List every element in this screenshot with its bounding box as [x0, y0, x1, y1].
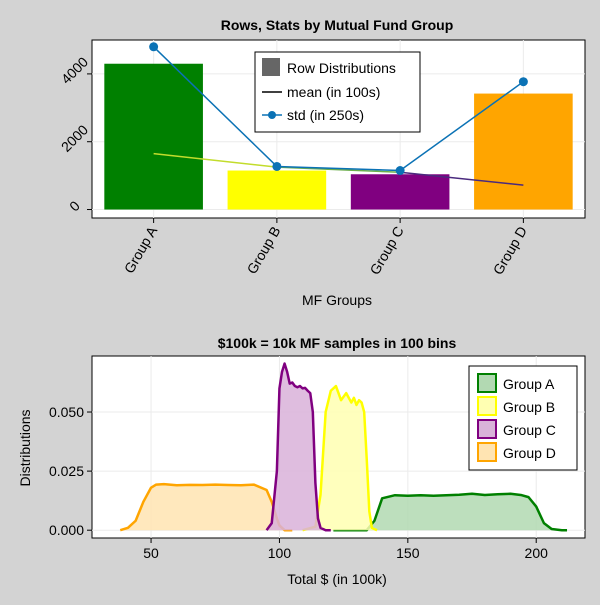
- legend-label-mean: mean (in 100s): [287, 84, 380, 100]
- legend-label-row-distributions: Row Distributions: [287, 60, 396, 76]
- area-fill-group-a: [333, 493, 568, 531]
- legend-swatch-group-b: [477, 396, 497, 416]
- bar-group-d: [474, 93, 573, 210]
- top-chart-title: Rows, Stats by Mutual Fund Group: [221, 17, 454, 33]
- bar-group-b: [227, 170, 327, 210]
- bar-group-a: [104, 63, 203, 210]
- bottom-chart-areas: [119, 362, 568, 532]
- y-tick-label: 0.025: [49, 463, 84, 479]
- bottom-legend-items: Group A Group B Group C Group D: [477, 373, 556, 462]
- std-line: [153, 46, 524, 172]
- bottom-chart-title: $100k = 10k MF samples in 100 bins: [218, 335, 457, 351]
- bottom-chart-y-label: Distributions: [17, 409, 33, 486]
- legend-label-group-c: Group C: [503, 422, 556, 438]
- legend-label-group-d: Group D: [503, 445, 556, 461]
- top-chart-lines: [149, 42, 528, 186]
- legend-swatch-group-a: [477, 373, 497, 393]
- mean-line-segment: [276, 166, 401, 173]
- legend-swatch-group-d: [477, 442, 497, 462]
- legend-swatch-row-distributions: [262, 58, 280, 76]
- area-fill-group-d: [120, 484, 293, 531]
- y-tick-label: 0.050: [49, 404, 84, 420]
- x-tick-label: 100: [268, 545, 292, 561]
- legend-swatch-std-marker: [268, 111, 276, 119]
- top-chart-bars: [104, 63, 573, 210]
- area-line-group-c: [265, 362, 331, 532]
- bottom-chart: $100k = 10k MF samples in 100 bins 0.000…: [17, 335, 586, 587]
- legend-label-group-b: Group B: [503, 399, 555, 415]
- x-tick-label: 200: [525, 545, 549, 561]
- std-marker-group-c: [395, 166, 405, 176]
- bottom-chart-legend: Group A Group B Group C Group D: [468, 365, 578, 471]
- top-chart-legend: Row Distributions mean (in 100s) std (in…: [254, 51, 421, 133]
- bottom-chart-x-label: Total $ (in 100k): [287, 571, 387, 587]
- std-marker-group-b: [272, 161, 282, 171]
- std-marker-group-a: [149, 42, 159, 52]
- top-legend-box: [254, 51, 421, 133]
- legend-swatch-group-c: [477, 419, 497, 439]
- mean-line-segment: [153, 152, 277, 168]
- area-line-group-b: [302, 384, 378, 532]
- x-tick-label: 50: [143, 545, 159, 561]
- area-line-group-a: [333, 492, 568, 532]
- mean-line-segment: [400, 171, 524, 186]
- bottom-chart-y-axis: 0.000 0.025 0.050: [49, 404, 92, 538]
- top-chart-x-label: MF Groups: [302, 292, 372, 308]
- x-tick-label: 150: [396, 545, 420, 561]
- bar-group-c: [350, 174, 450, 210]
- legend-label-std: std (in 250s): [287, 107, 364, 123]
- std-marker-group-d: [518, 77, 528, 87]
- y-tick-label: 0.000: [49, 522, 84, 538]
- legend-label-group-a: Group A: [503, 376, 555, 392]
- bottom-chart-x-axis: 50 100 150 200: [143, 538, 548, 561]
